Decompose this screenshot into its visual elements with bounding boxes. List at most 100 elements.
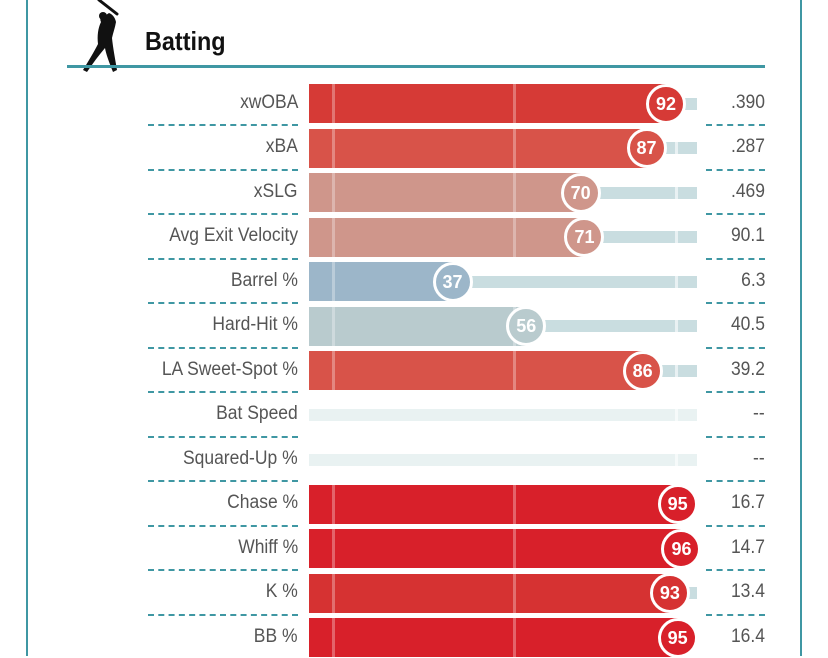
bar-tick [513, 573, 516, 613]
percentile-track [309, 409, 697, 421]
metric-label: xBA [265, 136, 298, 157]
percentile-bar [309, 484, 678, 524]
header-underline [67, 65, 765, 68]
metric-label: Bat Speed [216, 403, 298, 424]
row-divider-right [706, 346, 765, 349]
percentile-bar [309, 351, 643, 390]
metric-value: 6.3 [740, 269, 765, 291]
bar-tick [513, 217, 516, 257]
percentile-bar [309, 128, 647, 168]
metric-value: 40.5 [730, 314, 765, 335]
percentile-badge: 96 [661, 528, 702, 569]
bar-tick [332, 262, 335, 301]
bar-tick [513, 173, 516, 212]
metric-value: .287 [730, 136, 765, 157]
row-divider-left [148, 613, 298, 616]
percentile-bar [309, 173, 581, 212]
row-divider-left [148, 346, 298, 349]
percentile-badge: 70 [560, 172, 601, 213]
track-tick [675, 142, 678, 154]
bar-tick [513, 529, 516, 568]
percentile-bar [309, 529, 682, 568]
bar-tick [332, 128, 335, 168]
metric-label: xwOBA [239, 91, 298, 113]
percentile-badge: 95 [657, 484, 698, 524]
row-divider-right [706, 124, 765, 126]
row-divider-left [148, 391, 298, 393]
percentile-badge: 56 [506, 306, 547, 346]
metric-label: Avg Exit Velocity [169, 225, 298, 246]
metric-label: K % [265, 581, 298, 602]
bar-tick [513, 484, 516, 524]
track-tick [675, 409, 678, 421]
metric-label: BB % [254, 625, 298, 647]
metric-value: 16.4 [730, 625, 765, 647]
metric-label: Squared-Up % [183, 447, 298, 469]
metric-label: Whiff % [238, 536, 298, 558]
row-divider-right [706, 569, 765, 571]
bar-tick [332, 84, 335, 123]
percentile-badge: 37 [432, 261, 473, 302]
percentile-bar [309, 573, 670, 613]
batter-silhouette-icon [83, 0, 119, 72]
metric-value: 13.4 [730, 581, 765, 602]
row-divider-right [706, 391, 765, 393]
bar-tick [332, 529, 335, 568]
row-divider-right [706, 213, 765, 215]
metric-value: -- [753, 447, 765, 469]
track-tick [675, 320, 678, 332]
percentile-bar [309, 306, 527, 346]
bar-tick [332, 306, 335, 346]
section-header: Batting [67, 0, 765, 72]
track-tick [675, 231, 678, 243]
frame-border-right [800, 0, 802, 656]
percentile-badge: 71 [564, 217, 605, 257]
row-divider-left [148, 168, 298, 171]
metric-value: .390 [730, 91, 765, 113]
bar-tick [513, 618, 516, 657]
track-tick [675, 186, 678, 199]
percentile-badge: 86 [622, 350, 663, 391]
metric-value: -- [753, 403, 765, 424]
bar-tick [513, 128, 516, 168]
metric-value: 39.2 [730, 358, 765, 380]
metric-label: Barrel % [230, 269, 298, 291]
percentile-bar [309, 618, 678, 657]
row-divider-right [706, 613, 765, 616]
bar-tick [332, 351, 335, 390]
percentile-badge: 93 [649, 573, 690, 613]
row-divider-right [706, 168, 765, 171]
bar-tick [332, 484, 335, 524]
percentile-badge: 95 [657, 617, 698, 658]
metric-value: .469 [730, 180, 765, 202]
track-tick [675, 275, 678, 288]
section-title: Batting [145, 26, 226, 56]
row-divider-left [148, 435, 298, 438]
bar-tick [332, 573, 335, 613]
bar-tick [332, 217, 335, 257]
row-divider-right [706, 480, 765, 482]
metric-label: Hard-Hit % [212, 314, 298, 335]
row-divider-right [706, 257, 765, 260]
row-divider-right [706, 524, 765, 527]
percentile-bar [309, 84, 666, 123]
track-tick [675, 364, 678, 377]
metric-value: 14.7 [730, 536, 765, 558]
metric-value: 16.7 [730, 492, 765, 513]
percentile-badge: 87 [626, 128, 667, 168]
row-divider-left [148, 480, 298, 482]
metric-label: Chase % [227, 492, 298, 513]
metric-label: LA Sweet-Spot % [161, 358, 298, 380]
row-divider-left [148, 213, 298, 215]
bar-tick [513, 351, 516, 390]
bar-tick [513, 84, 516, 123]
bar-tick [332, 618, 335, 657]
bar-tick [332, 173, 335, 212]
track-tick [675, 453, 678, 466]
row-divider-left [148, 257, 298, 260]
row-divider-left [148, 124, 298, 126]
metric-label: xSLG [254, 180, 298, 202]
row-divider-left [148, 302, 298, 304]
frame-border-left [26, 0, 28, 656]
percentile-track [309, 453, 697, 466]
